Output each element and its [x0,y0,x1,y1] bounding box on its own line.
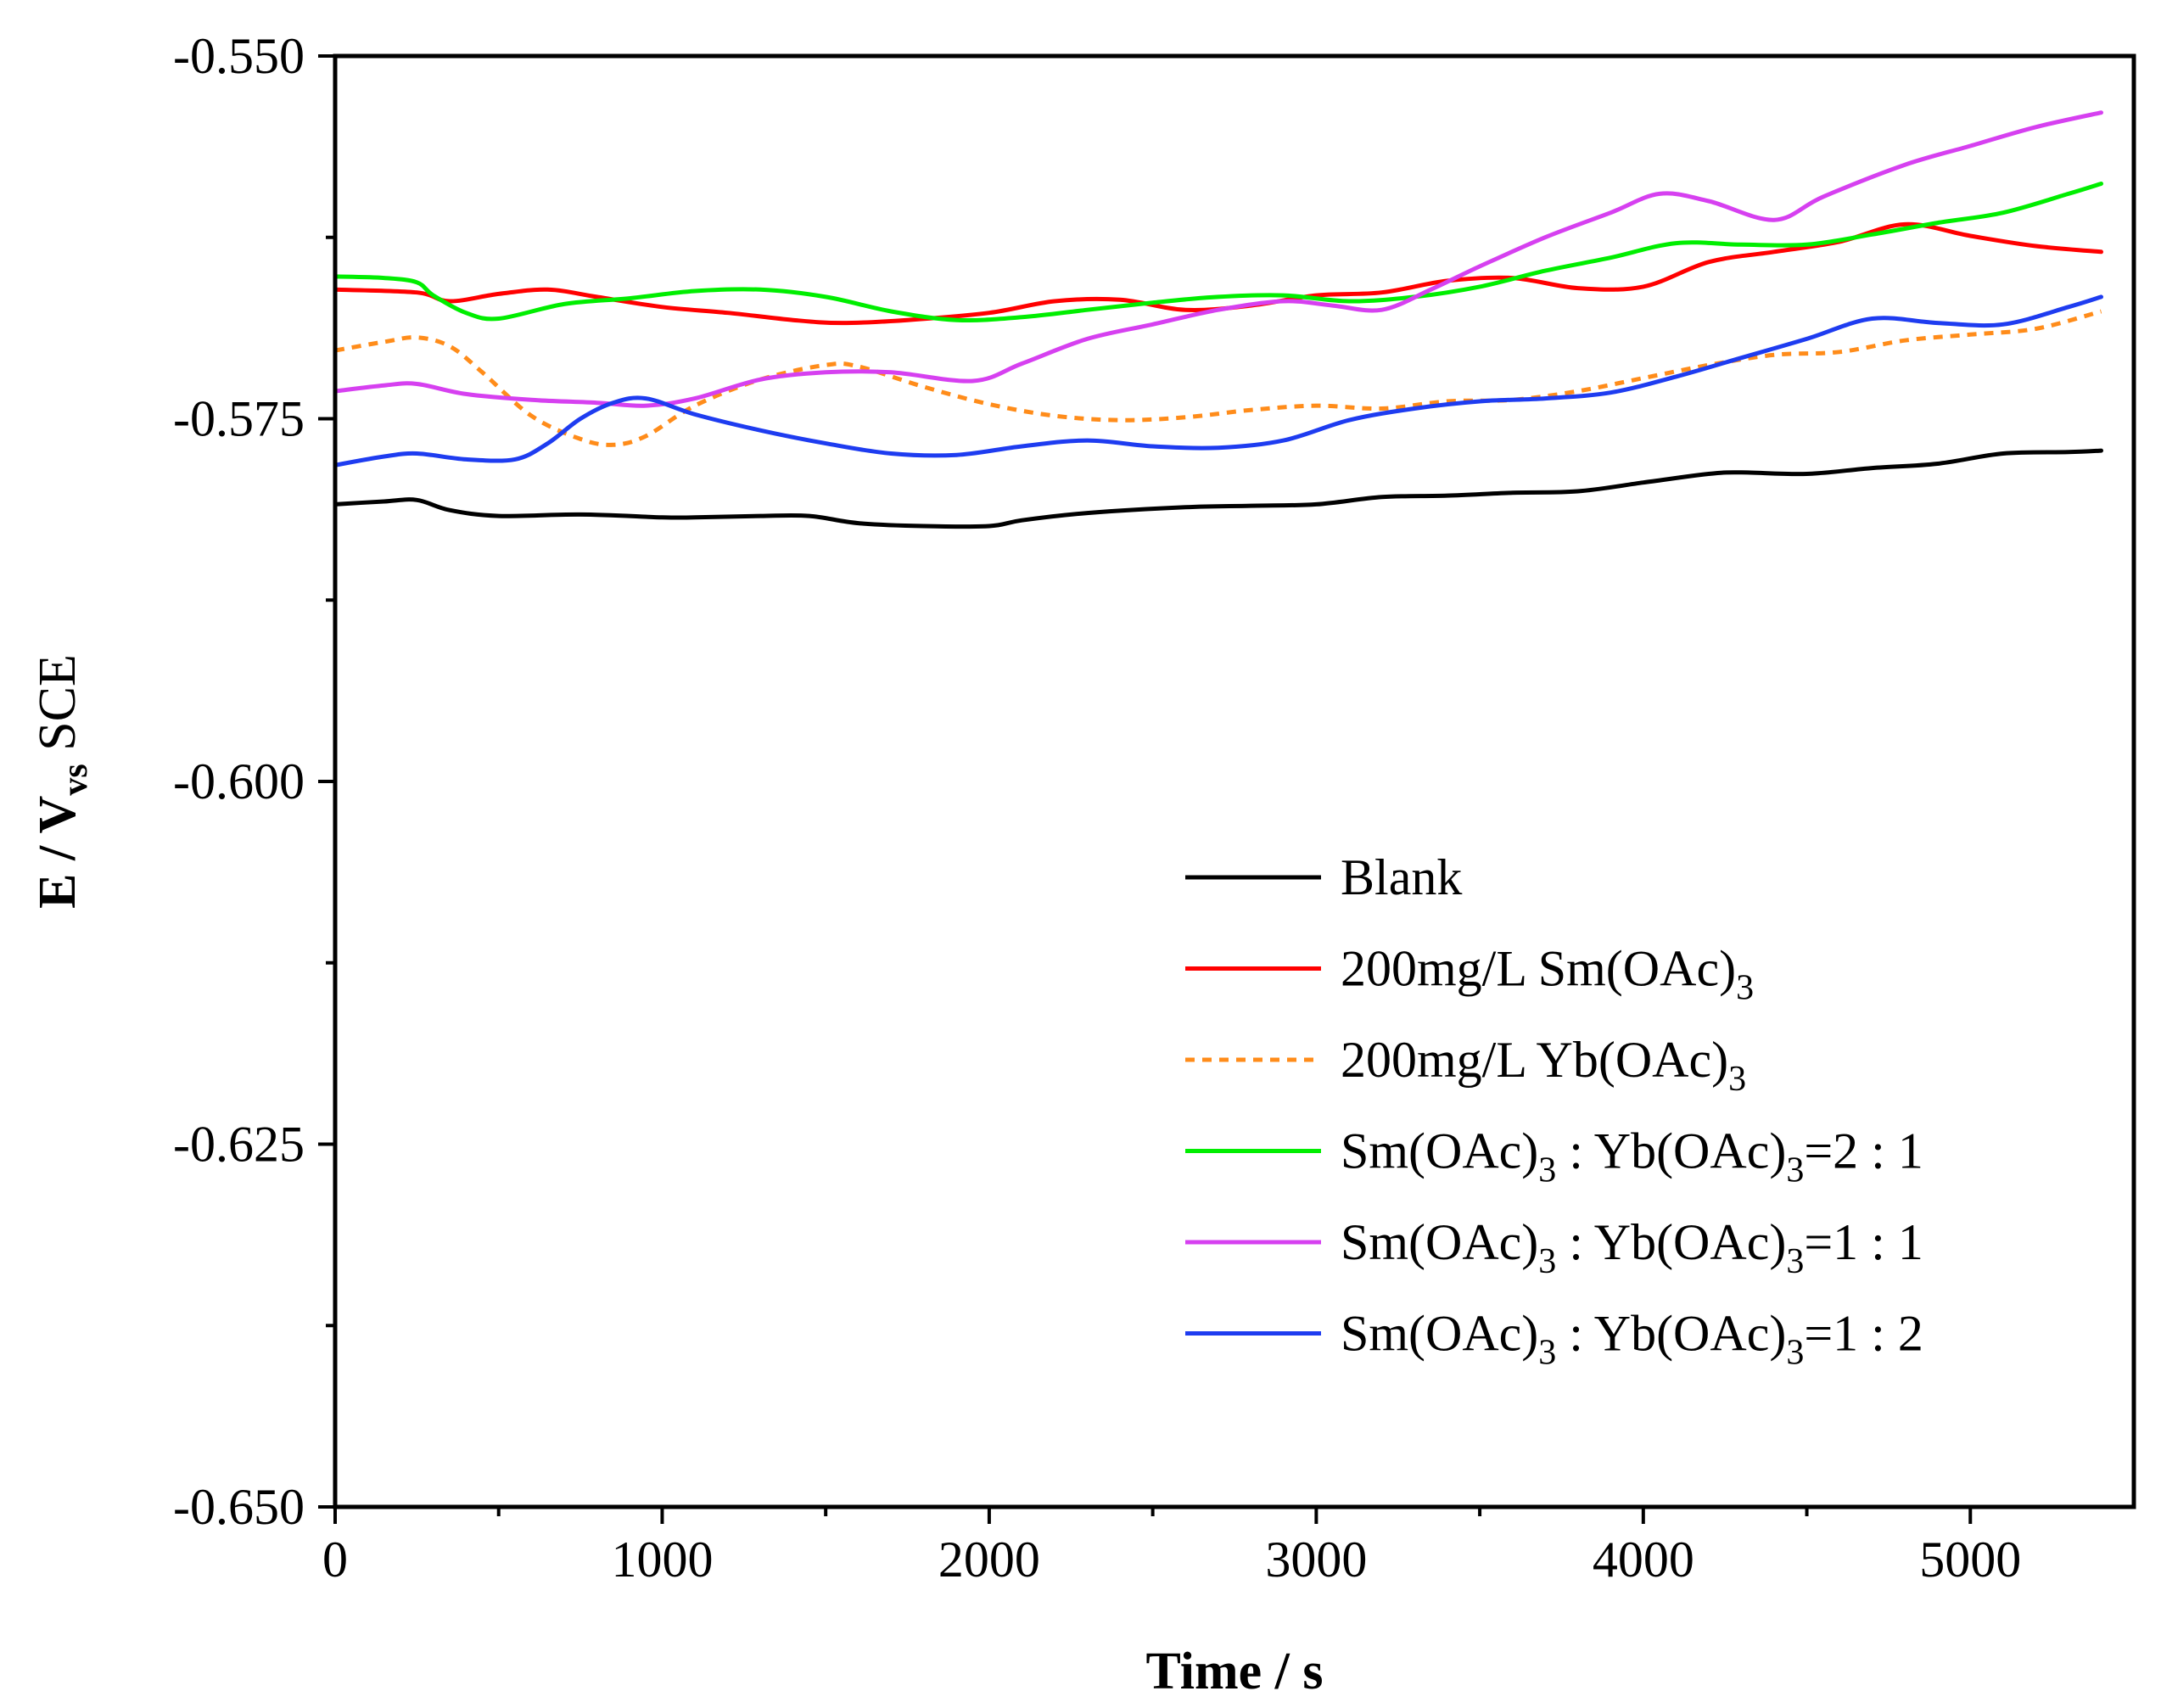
x-tick-label: 1000 [611,1532,713,1588]
y-axis-title-rest: SCE [29,654,87,764]
x-tick-label: 4000 [1593,1532,1694,1588]
y-axis-title: E / Vvs SCE [29,654,95,909]
x-tick-label: 0 [322,1532,348,1588]
x-tick-label: 2000 [938,1532,1040,1588]
y-axis-title-main: E / V [29,795,87,908]
legend-label-2: 200mg/L Sm(OAc)3 [1341,941,1754,1008]
legend-label-5: Sm(OAc)3 : Yb(OAc)3=1 : 1 [1341,1214,1923,1281]
y-axis-title-sub: vs [56,764,95,795]
y-tick-label: -0.575 [173,391,305,447]
legend-label-1: Blank [1341,849,1462,905]
series-line-6 [333,294,2103,468]
series-line-2 [333,221,2103,326]
y-tick-label: -0.550 [173,28,305,84]
legend-label-4: Sm(OAc)3 : Yb(OAc)3=2 : 1 [1341,1123,1923,1190]
legend-label-6: Sm(OAc)3 : Yb(OAc)3=1 : 2 [1341,1306,1923,1373]
legend-label-3: 200mg/L Yb(OAc)3 [1341,1032,1746,1099]
y-tick-label: -0.625 [173,1117,305,1173]
series-layer [333,110,2103,529]
y-tick-label: -0.650 [173,1479,305,1535]
x-tick-label: 5000 [1919,1532,2021,1588]
x-axis-title: Time / s [1146,1643,1324,1700]
series-line-4 [333,182,2103,322]
ticks-layer [318,54,1973,1524]
series-line-1 [333,448,2103,529]
y-tick-label: -0.600 [173,753,305,809]
series-line-3 [334,309,2102,447]
ticklabel-layer: 0 1000 2000 3000 4000 5000 -0.650 -0.625 -0.600 -… [173,28,2021,1588]
x-tick-label: 3000 [1265,1532,1367,1588]
legend: Blank 200mg/L Sm(OAc)3 200mg/L Yb(OAc)3 Sm(… [1185,849,1923,1373]
